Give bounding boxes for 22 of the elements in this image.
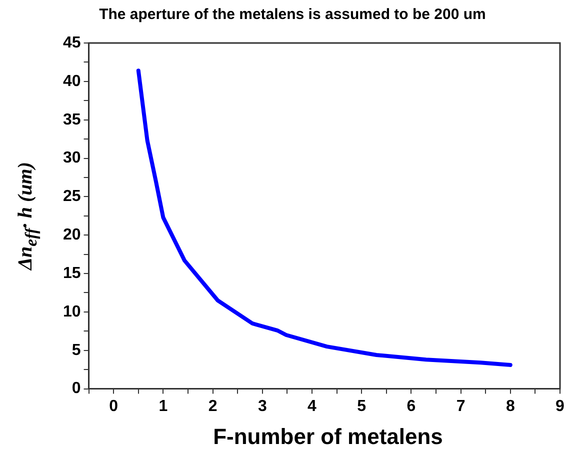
y-tick-label: 35	[63, 111, 81, 128]
y-tick-label: 45	[63, 34, 81, 52]
x-axis-title: F-number of metalens	[212, 424, 444, 450]
x-tick-label: 9	[556, 398, 565, 415]
x-tick-label: 6	[406, 398, 416, 415]
y-tick-label: 30	[63, 150, 81, 167]
y-tick-label: 10	[63, 303, 81, 320]
x-tick-label: 5	[357, 398, 366, 415]
y-tick-label: 15	[63, 264, 81, 282]
y-tick-label: 0	[72, 380, 81, 398]
y-tick-label: 5	[72, 342, 81, 359]
x-tick-label: 4	[308, 398, 317, 415]
x-tick-label: 3	[258, 398, 267, 415]
y-tick-label: 40	[63, 72, 81, 90]
x-tick-label: 2	[208, 398, 218, 415]
x-tick-label: 8	[506, 398, 515, 415]
x-tick-label: 7	[456, 398, 466, 415]
chart-title: The aperture of the metalens is assumed to be 200 um	[98, 6, 487, 23]
y-tick-label: 25	[63, 188, 81, 206]
y-tick-label: 20	[63, 226, 81, 244]
x-tick-label: 1	[158, 398, 168, 415]
x-tick-label: 0	[109, 398, 118, 415]
